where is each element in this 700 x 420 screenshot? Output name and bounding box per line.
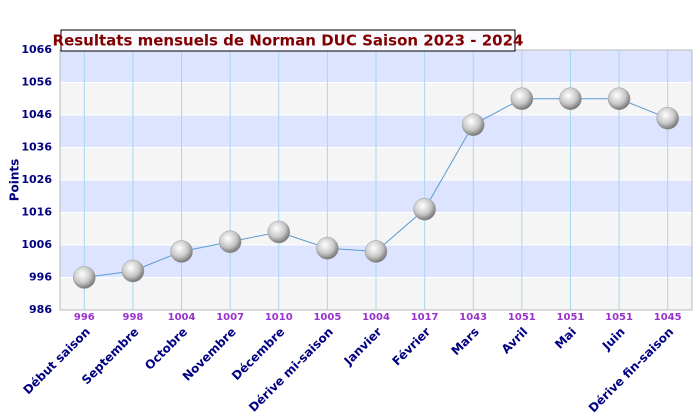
x-tick-label: Juin (599, 325, 628, 354)
x-tick-label: Dérive fin-saison (586, 325, 676, 415)
marker (461, 113, 485, 136)
plot-area: 986 996 1006 1016 1026 1036 1046 1056 1066 996 Déb… (20, 43, 693, 415)
x-tick-label: Dérive mi-saison (246, 325, 336, 415)
x-tick-label: Février (390, 325, 434, 369)
y-tick-label: 1016 (21, 206, 52, 219)
value-label: 998 (122, 312, 143, 323)
y-tick-label: 1046 (21, 108, 52, 121)
marker (73, 266, 96, 289)
value-label: 1043 (459, 312, 487, 323)
value-label: 996 (74, 312, 95, 323)
value-label: 1004 (168, 312, 196, 323)
x-tick-label: Mars (449, 325, 482, 358)
marker (267, 220, 291, 244)
y-tick-label: 1006 (21, 238, 52, 251)
marker (656, 107, 679, 130)
marker (559, 87, 582, 110)
x-tick-label: Octobre (142, 325, 190, 373)
marker (121, 259, 145, 283)
y-tick-label: 1026 (21, 173, 52, 186)
y-tick-label: 996 (29, 271, 52, 284)
value-label: 1051 (508, 312, 536, 323)
value-label: 1010 (265, 312, 293, 323)
y-tick-label: 1056 (21, 76, 52, 89)
marker (316, 237, 339, 260)
marker (218, 230, 242, 253)
marker (364, 240, 388, 263)
y-tick-label: 1066 (21, 43, 52, 56)
value-label: 1005 (313, 312, 341, 323)
value-label: 1004 (362, 312, 390, 323)
y-tick-label: 986 (29, 303, 52, 316)
x-tick-label: Mai (552, 325, 579, 352)
marker (510, 87, 534, 110)
value-label: 1007 (216, 312, 244, 323)
y-axis-label: Points (8, 159, 22, 202)
x-tick-label: Janvier (341, 325, 385, 369)
y-tick-label: 1036 (21, 141, 52, 154)
title-box (60, 29, 516, 52)
value-label: 1017 (411, 312, 439, 323)
value-label: 1051 (557, 312, 585, 323)
x-tick-label: Avril (499, 325, 531, 357)
chart-title: Resultats mensuels de Norman DUC Saison … (53, 32, 524, 50)
value-label: 1045 (654, 312, 682, 323)
value-label: 1051 (605, 312, 633, 323)
x-tick-label: Début saison (20, 325, 92, 397)
marker (607, 87, 631, 110)
marker (170, 240, 193, 263)
marker (413, 198, 436, 221)
